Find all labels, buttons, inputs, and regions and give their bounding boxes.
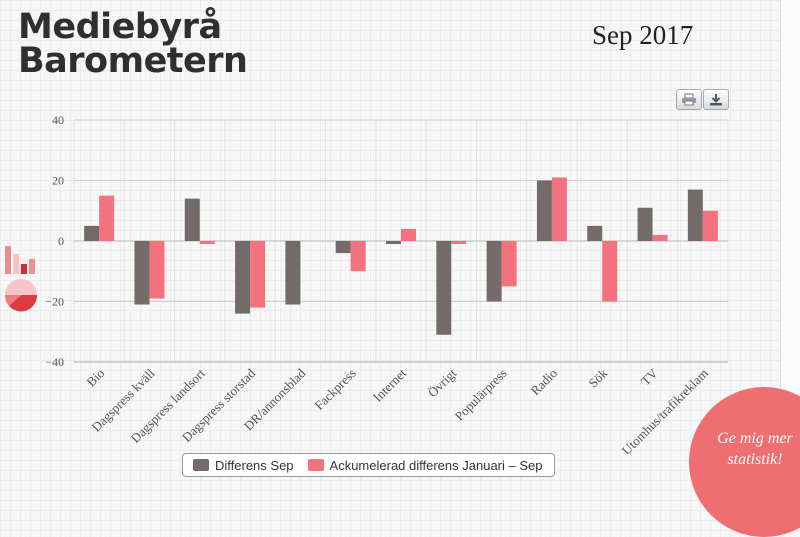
bar	[350, 241, 366, 272]
bar	[250, 241, 266, 308]
bar	[602, 241, 618, 302]
download-button[interactable]	[703, 89, 729, 110]
legend-label: Ackumelerad differens Januari – Sep	[329, 457, 543, 473]
bar	[401, 228, 416, 241]
x-tick-label: Sök	[585, 365, 610, 390]
legend-label: Differens Sep	[215, 457, 294, 473]
y-tick-label: −40	[45, 355, 64, 369]
download-icon	[710, 94, 722, 106]
bar	[436, 241, 452, 335]
x-tick-label: TV	[638, 365, 661, 388]
legend-swatch	[193, 459, 209, 471]
bar	[451, 241, 467, 245]
x-tick-label: Bio	[83, 366, 107, 390]
period-label: Sep 2017	[592, 20, 694, 50]
legend-swatch	[307, 459, 324, 471]
pie-chart-icon[interactable]	[4, 278, 38, 312]
x-tick-label: Internet	[370, 365, 409, 404]
logo: Mediebyrå Barometern	[18, 7, 248, 81]
bar	[235, 241, 251, 314]
bar	[199, 241, 215, 245]
bar	[335, 241, 351, 254]
bar	[501, 241, 517, 287]
bar	[99, 195, 115, 241]
bar	[551, 177, 567, 241]
cta-line-2: statistik!	[727, 451, 783, 468]
y-tick-label: 0	[58, 234, 64, 248]
bar	[486, 241, 502, 302]
chart-legend[interactable]: Differens Sep Ackumelerad differens Janu…	[182, 453, 555, 477]
legend-item-ackumelerad[interactable]: Ackumelerad differens Januari – Sep	[307, 457, 543, 473]
bar	[702, 210, 718, 241]
bar-chart-icon[interactable]	[4, 244, 40, 276]
right-panel	[780, 0, 800, 500]
y-tick-label: −20	[45, 295, 64, 309]
x-tick-label: Radio	[527, 366, 560, 399]
x-tick-label: Populärpress	[452, 366, 510, 424]
bar	[536, 180, 552, 241]
y-tick-label: 40	[52, 113, 64, 127]
y-tick-label: 20	[52, 174, 64, 188]
legend-item-differens-sep[interactable]: Differens Sep	[193, 458, 294, 473]
bar	[84, 225, 100, 241]
bar	[134, 241, 150, 305]
cta-line-1: Ge mig mer	[717, 430, 793, 447]
bar	[687, 189, 703, 241]
bar	[587, 225, 603, 241]
print-icon	[682, 93, 696, 106]
bar	[184, 198, 200, 241]
x-tick-label: Fackpress	[311, 366, 358, 413]
print-button[interactable]	[676, 89, 702, 110]
logo-line-2: Barometern	[18, 41, 248, 81]
bar	[285, 241, 301, 305]
x-tick-label: Övrigt	[425, 365, 460, 400]
logo-line-1: Mediebyrå	[18, 7, 222, 47]
bar	[149, 241, 165, 299]
bar	[637, 207, 653, 241]
bar	[386, 241, 401, 245]
bar	[652, 234, 668, 241]
